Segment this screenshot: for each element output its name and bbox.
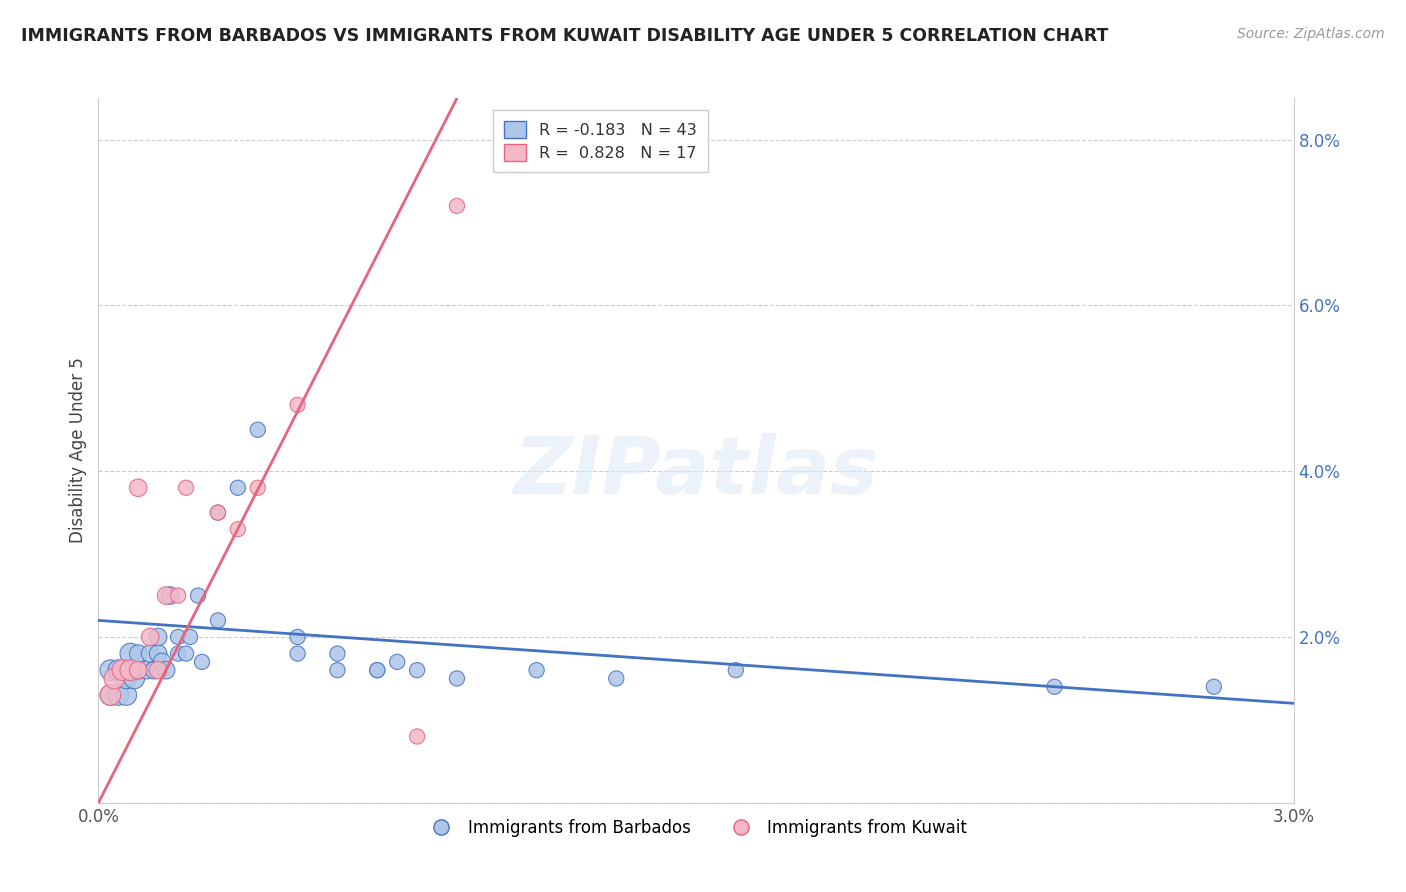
Point [326, 647, 349, 661]
Legend: Immigrants from Barbados, Immigrants from Kuwait: Immigrants from Barbados, Immigrants fro… [418, 813, 974, 844]
Point [103, 672, 125, 686]
Point [326, 663, 349, 677]
Point [139, 647, 162, 661]
Point [446, 199, 468, 213]
Point [148, 663, 170, 677]
Point [167, 630, 190, 644]
Point [179, 630, 201, 644]
Point [406, 663, 429, 677]
Point [150, 655, 173, 669]
Point [605, 672, 627, 686]
Point [187, 589, 209, 603]
Point [155, 663, 177, 677]
Point [167, 589, 190, 603]
Point [207, 614, 229, 628]
Point [115, 688, 138, 702]
Point [406, 730, 429, 744]
Point [127, 481, 149, 495]
Y-axis label: Disability Age Under 5: Disability Age Under 5 [69, 358, 87, 543]
Point [127, 663, 149, 677]
Point [107, 688, 129, 702]
Point [124, 672, 146, 686]
Point [115, 672, 138, 686]
Point [139, 630, 162, 644]
Point [167, 647, 190, 661]
Point [226, 522, 249, 536]
Point [148, 647, 170, 661]
Point [246, 423, 269, 437]
Point [526, 663, 548, 677]
Point [98, 663, 122, 677]
Point [1043, 680, 1066, 694]
Point [148, 630, 170, 644]
Point [226, 481, 249, 495]
Point [111, 663, 134, 677]
Point [120, 647, 142, 661]
Point [1202, 680, 1225, 694]
Point [207, 506, 229, 520]
Text: Source: ZipAtlas.com: Source: ZipAtlas.com [1237, 27, 1385, 41]
Point [366, 663, 388, 677]
Text: ZIPatlas: ZIPatlas [513, 433, 879, 510]
Point [446, 672, 468, 686]
Point [366, 663, 388, 677]
Text: IMMIGRANTS FROM BARBADOS VS IMMIGRANTS FROM KUWAIT DISABILITY AGE UNDER 5 CORREL: IMMIGRANTS FROM BARBADOS VS IMMIGRANTS F… [21, 27, 1108, 45]
Point [120, 663, 142, 677]
Point [174, 647, 197, 661]
Point [127, 663, 149, 677]
Point [191, 655, 214, 669]
Point [174, 481, 197, 495]
Point [246, 481, 269, 495]
Point [143, 663, 166, 677]
Point [724, 663, 747, 677]
Point [107, 663, 129, 677]
Point [287, 647, 309, 661]
Point [159, 589, 181, 603]
Point [98, 688, 122, 702]
Point [98, 688, 122, 702]
Point [287, 630, 309, 644]
Point [120, 663, 142, 677]
Point [135, 663, 157, 677]
Point [155, 589, 177, 603]
Point [385, 655, 409, 669]
Point [287, 398, 309, 412]
Point [127, 647, 149, 661]
Point [207, 506, 229, 520]
